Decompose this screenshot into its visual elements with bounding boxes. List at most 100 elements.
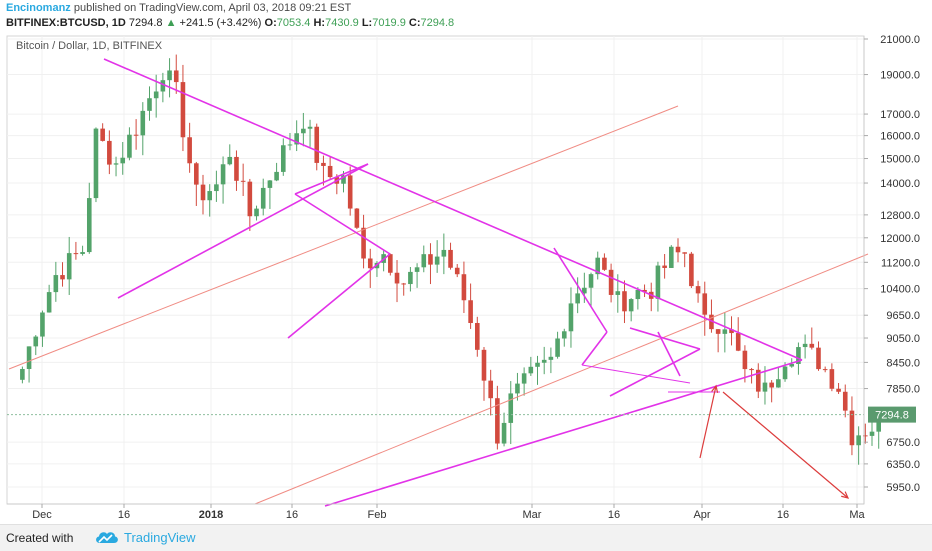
candle-body (702, 293, 708, 315)
candle-body (280, 145, 286, 172)
y-tick-label: 6750.0 (886, 437, 920, 449)
gridlines (7, 36, 864, 504)
ohlc-line: BITFINEX:BTCUSD, 1D 7294.8 ▲ +241.5 (+3.… (6, 17, 454, 29)
high-label: H: (313, 17, 326, 29)
y-tick-label: 15000.0 (880, 154, 920, 166)
pennant2-upper-line (294, 193, 391, 255)
candle-body (187, 137, 192, 164)
candle-body (408, 271, 413, 285)
candlestick-chart[interactable]: Bitcoin / Dollar, 1D, BITFINEX 21000.0 19… (0, 34, 932, 524)
last-price-badge-bg (868, 406, 916, 423)
candle-body (722, 329, 728, 334)
candle-body (53, 275, 59, 293)
candle-body (194, 163, 199, 185)
candle-body (240, 180, 246, 182)
candle-body (160, 80, 166, 92)
candle-body (628, 299, 634, 312)
candle-body (441, 249, 447, 257)
tradingview-brand[interactable]: TradingView (94, 529, 196, 548)
candle-body (468, 300, 473, 324)
candle-body (140, 110, 146, 136)
candle-body (147, 98, 152, 111)
candle-body (749, 369, 754, 371)
y-tick-label: 7850.0 (886, 384, 920, 396)
pennant3-lower-line (609, 348, 701, 397)
candle-body (361, 227, 366, 259)
candle-body (709, 314, 714, 330)
x-tick-label: 2018 (199, 509, 223, 521)
candle-body (421, 254, 427, 268)
candles-group (20, 54, 881, 465)
channel-lower-line (254, 253, 869, 505)
up-arrow-head (711, 384, 719, 393)
candle-body (582, 287, 587, 294)
candle-body (173, 70, 179, 83)
candle-body (575, 293, 580, 304)
price-axis[interactable]: 21000.0 19000.0 17000.0 16000.0 15000.0 14000… (864, 34, 920, 494)
candle-body (254, 208, 259, 217)
candle-body (535, 362, 540, 367)
candle-body (729, 329, 734, 334)
candle-body (615, 291, 621, 295)
pennant1-tip-line (294, 163, 369, 195)
x-tick-label: Apr (693, 509, 710, 521)
candle-body (622, 291, 627, 312)
candle-body (247, 181, 253, 217)
candle-body (515, 383, 520, 394)
wedge-trace-line (581, 364, 691, 384)
candle-body (133, 134, 139, 136)
candle-body (260, 187, 266, 209)
candle-body (669, 246, 674, 268)
up-arrow (699, 385, 717, 459)
candle-body (869, 431, 875, 436)
candle-body (428, 254, 433, 265)
candle-body (822, 369, 828, 371)
plot-frame (6, 35, 865, 505)
candle-body (816, 347, 821, 370)
candle-body (849, 410, 855, 446)
y-tick-label: 10400.0 (880, 284, 920, 296)
candle-body (354, 208, 360, 228)
candle-body (120, 157, 126, 164)
y-tick-label: 8450.0 (886, 357, 920, 369)
candle-body (200, 184, 206, 201)
tradingview-brand-text: TradingView (124, 530, 196, 545)
candle-body (93, 128, 99, 199)
candle-body (769, 382, 774, 388)
candle-body (481, 349, 487, 381)
candle-body (434, 256, 440, 265)
last-price-badge-text: 7294.8 (875, 410, 909, 422)
candle-body (347, 175, 353, 209)
candle-body (33, 336, 39, 347)
created-with-text: Created with (6, 531, 74, 545)
candle-body (829, 369, 835, 389)
candle-body (675, 246, 681, 253)
candle-body (802, 343, 808, 348)
candle-body (655, 265, 661, 299)
candle-body (682, 252, 687, 254)
candle-body (735, 333, 741, 351)
footer-bar: Created with TradingView (0, 524, 932, 551)
candle-body (414, 267, 420, 272)
down-arrow (722, 391, 849, 499)
candle-body (107, 140, 112, 165)
candle-body (836, 388, 841, 392)
candle-body (521, 373, 527, 384)
candle-body (842, 391, 848, 411)
y-tick-label: 12000.0 (880, 233, 920, 245)
candle-body (314, 126, 320, 163)
candle-body (294, 133, 299, 145)
chart-area[interactable]: Bitcoin / Dollar, 1D, BITFINEX 21000.0 19… (0, 34, 932, 524)
time-axis[interactable]: Dec 16 2018 16 Feb Mar 16 Apr 16 Ma (32, 504, 866, 521)
x-tick-label: 16 (608, 509, 620, 521)
publish-line: Encinomanz published on TradingView.com,… (6, 2, 351, 14)
x-tick-label: Feb (368, 509, 387, 521)
candle-body (73, 253, 79, 255)
candle-body (167, 70, 172, 81)
x-tick-label: Ma (849, 509, 865, 521)
author-link[interactable]: Encinomanz (6, 2, 71, 14)
candle-body (113, 163, 119, 165)
y-tick-label: 17000.0 (880, 109, 920, 121)
candle-body (60, 275, 65, 280)
y-tick-label: 16000.0 (880, 131, 920, 143)
